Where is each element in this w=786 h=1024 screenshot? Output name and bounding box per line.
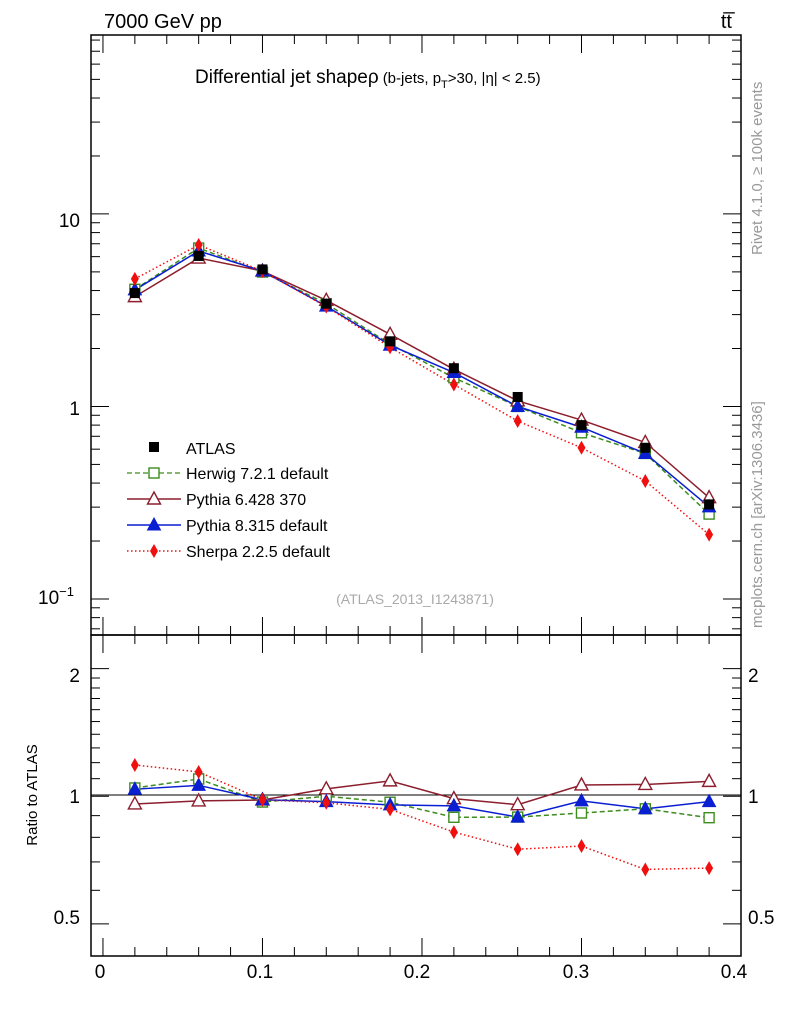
main-line-pythia-6-428-370 <box>134 257 710 499</box>
ratio-y-tick-label-0-5-left: 0.5 <box>54 908 80 929</box>
ratio-point-pythia-8-315-default-5 <box>446 797 462 812</box>
ratio-y-tick-label-1-right: 1 <box>748 787 759 808</box>
chart-title: Differential jet shapeρ (b-jets, pT>30, |… <box>195 67 541 91</box>
main-point-sherpa-2-2-5-default-9 <box>705 527 714 542</box>
ratio-point-sherpa-2-2-5-default-5 <box>449 825 458 840</box>
main-point-atlas-8 <box>640 442 651 453</box>
mcplots-label: mcplots.cern.ch [arXiv:1306.3436] <box>749 401 766 628</box>
legend-entry-pythia8: Pythia 8.315 default <box>127 516 328 535</box>
axis-ticks <box>91 35 742 956</box>
main-y-tick-label-0-1: 10−1 <box>38 584 74 609</box>
ratio-point-pythia-8-315-default-6 <box>510 809 526 823</box>
legend-marker-sherpa <box>150 544 158 558</box>
ratio-point-pythia-6-428-370-1 <box>190 792 207 807</box>
main-point-sherpa-2-2-5-default-5 <box>449 377 458 392</box>
ratio-y-tick-label-0-5-right: 0.5 <box>748 908 774 929</box>
main-point-pythia-8-315-default-6 <box>510 398 526 412</box>
ratio-point-pythia-8-315-default-9 <box>701 793 717 808</box>
legend-entry-pythia6: Pythia 6.428 370 <box>127 490 306 509</box>
main-point-sherpa-2-2-5-default-6 <box>513 414 522 429</box>
ratio-point-pythia-8-315-default-0 <box>127 781 143 795</box>
legend-marker-herwig <box>148 467 160 479</box>
ratio-point-sherpa-2-2-5-default-7 <box>577 839 586 854</box>
main-y-tick-exponent: −1 <box>59 584 74 599</box>
ratio-point-herwig-7-2-1-default-7 <box>575 807 588 819</box>
legend-marker-atlas <box>149 442 159 452</box>
x-tick-label-0-3: 0.3 <box>563 962 589 983</box>
ratio-line-sherpa-2-2-5-default <box>134 764 710 871</box>
chart-title-sub-rest: >30, |η| < 2.5) <box>448 70 541 87</box>
main-line-pythia-8-315-default <box>134 250 710 508</box>
x-tick-label-0-1: 0.1 <box>247 962 273 983</box>
ratio-line-pythia-8-315-default <box>134 784 710 818</box>
legend: ATLAS Herwig 7.2.1 default Pythia 6.428 … <box>127 441 331 561</box>
main-point-atlas-3 <box>321 298 332 309</box>
ratio-y-tick-label-2-right: 2 <box>748 666 759 687</box>
process-label: tt̅ <box>721 11 735 33</box>
main-point-sherpa-2-2-5-default-7 <box>577 440 586 455</box>
main-series-layer <box>127 237 717 542</box>
ratio-y-tick-label-1-left: 1 <box>69 787 80 808</box>
legend-label-sherpa: Sherpa 2.2.5 default <box>186 544 331 561</box>
ratio-point-pythia-8-315-default-1 <box>191 777 207 791</box>
ratio-line-pythia-6-428-370 <box>134 780 710 806</box>
main-point-atlas-9 <box>704 499 715 510</box>
chart-title-main: Differential jet shapeρ <box>195 67 379 88</box>
main-point-atlas-6 <box>512 391 523 402</box>
legend-marker-pythia8 <box>146 516 162 531</box>
ratio-point-pythia-6-428-370-9 <box>701 772 717 788</box>
legend-marker-pythia6 <box>146 490 162 505</box>
ratio-point-pythia-6-428-370-0 <box>127 795 143 810</box>
main-point-atlas-4 <box>385 336 396 347</box>
ratio-point-sherpa-2-2-5-default-1 <box>194 764 203 779</box>
chart-title-sub: (b-jets, p <box>383 70 441 87</box>
x-tick-label-0: 0 <box>95 962 106 983</box>
x-tick-label-0-2: 0.2 <box>404 962 430 983</box>
main-y-tick-base: 10 <box>38 588 59 609</box>
legend-label-pythia6: Pythia 6.428 370 <box>186 492 306 509</box>
ratio-point-sherpa-2-2-5-default-3 <box>322 795 331 810</box>
ratio-point-pythia-6-428-370-4 <box>382 772 398 787</box>
ratio-point-sherpa-2-2-5-default-0 <box>130 757 139 772</box>
analysis-watermark: (ATLAS_2013_I1243871) <box>336 591 494 607</box>
ratio-point-sherpa-2-2-5-default-2 <box>258 792 267 807</box>
ratio-point-sherpa-2-2-5-default-8 <box>641 862 650 877</box>
ratio-point-sherpa-2-2-5-default-9 <box>705 861 714 876</box>
main-point-atlas-7 <box>576 420 587 431</box>
main-point-atlas-5 <box>448 363 459 374</box>
legend-label-pythia8: Pythia 8.315 default <box>186 518 328 535</box>
energy-label: 7000 GeV pp <box>104 11 222 33</box>
ratio-line-herwig-7-2-1-default <box>134 778 710 819</box>
ratio-point-pythia-6-428-370-7 <box>573 776 590 791</box>
ratio-point-sherpa-2-2-5-default-4 <box>386 802 395 817</box>
ratio-y-axis-label: Ratio to ATLAS <box>24 744 41 845</box>
legend-entry-herwig: Herwig 7.2.1 default <box>127 466 329 483</box>
legend-label-atlas: ATLAS <box>186 441 236 458</box>
rivet-label: Rivet 4.1.0, ≥ 100k events <box>749 82 766 255</box>
legend-entry-sherpa: Sherpa 2.2.5 default <box>127 544 331 561</box>
ratio-point-herwig-7-2-1-default-5 <box>448 811 460 823</box>
main-y-tick-label-1: 1 <box>69 399 80 420</box>
chart-title-subscript: T <box>441 79 448 91</box>
main-point-sherpa-2-2-5-default-8 <box>641 474 650 489</box>
ratio-y-tick-label-2-left: 2 <box>69 666 80 687</box>
main-point-sherpa-2-2-5-default-0 <box>130 271 139 286</box>
main-point-atlas-0 <box>129 288 140 299</box>
main-y-tick-label-10: 10 <box>59 211 80 232</box>
legend-entry-atlas: ATLAS <box>149 441 236 458</box>
x-tick-label-0-4: 0.4 <box>721 962 748 983</box>
main-point-atlas-1 <box>193 250 204 261</box>
ratio-point-pythia-8-315-default-7 <box>574 792 589 807</box>
legend-label-herwig: Herwig 7.2.1 default <box>186 466 329 483</box>
ratio-series-layer <box>127 757 717 877</box>
main-point-sherpa-2-2-5-default-1 <box>194 237 203 252</box>
ratio-point-sherpa-2-2-5-default-6 <box>513 842 522 857</box>
ratio-point-pythia-6-428-370-8 <box>637 775 653 791</box>
main-point-atlas-2 <box>257 264 268 275</box>
ratio-point-herwig-7-2-1-default-9 <box>703 811 715 824</box>
ratio-point-pythia-8-315-default-8 <box>637 800 653 815</box>
